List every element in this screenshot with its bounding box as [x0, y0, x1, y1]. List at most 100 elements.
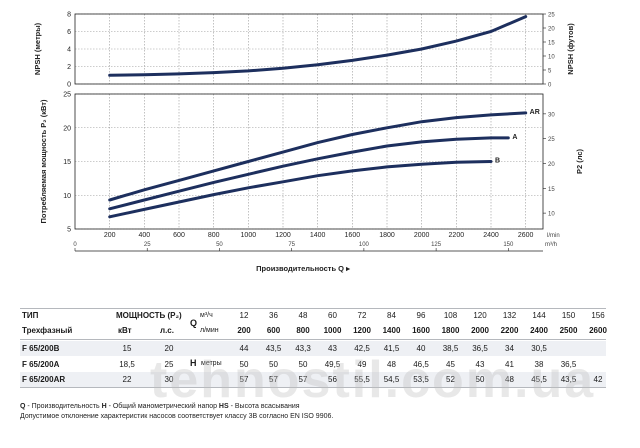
head-cell: 44 — [239, 344, 249, 353]
x2-tick-label: 25 — [144, 242, 151, 248]
plot-frame — [74, 13, 544, 85]
y2-tick-label: 10 — [548, 212, 555, 218]
q-m3-cell: 132 — [502, 311, 517, 320]
q-l-cell: 2200 — [500, 326, 519, 335]
x-unit-label: l/min — [547, 233, 560, 239]
series-label-a: A — [512, 134, 517, 141]
head-cell: 50 — [239, 360, 249, 369]
head-cell: 50 — [298, 360, 308, 369]
head-cell: 49 — [357, 360, 367, 369]
power-header: МОЩНОСТЬ (P₂) — [116, 311, 182, 320]
head-cell: 43 — [475, 360, 485, 369]
q-m3-cell: 36 — [269, 311, 278, 320]
head-cell: 53,5 — [413, 375, 429, 384]
tolerance-note: Допустимое отклонение характеристик насо… — [20, 413, 334, 420]
y2-tick-label: 20 — [548, 27, 555, 33]
q-m3-cell: 96 — [416, 311, 426, 320]
head-cell: 40 — [416, 344, 426, 353]
type-header: ТИП — [22, 311, 39, 320]
q-m3-cell: 120 — [473, 311, 487, 320]
head-cell: 57 — [239, 375, 249, 384]
x-tick-label: 200 — [104, 232, 116, 239]
model-name: F 65/200A — [22, 360, 60, 369]
q-unit-l: л/мин — [200, 327, 219, 334]
y2-tick-label: 25 — [548, 13, 555, 19]
y2-tick-label: 0 — [548, 83, 552, 89]
x-tick-label: 1000 — [241, 232, 257, 239]
head-cell: 42 — [593, 375, 603, 384]
head-cell: 43 — [328, 344, 337, 353]
note-q-text: - Производительность — [25, 403, 102, 410]
q-l-cell: 2500 — [559, 326, 578, 335]
x-tick-label: 2000 — [414, 232, 430, 239]
y2-tick-label: 25 — [548, 137, 555, 143]
head-cell: 46,5 — [413, 360, 429, 369]
x2-tick-label: 50 — [216, 242, 223, 248]
model-name: F 65/200AR — [22, 375, 66, 384]
y-axis-title: Потребляемая мощность P₂ (кВт) — [39, 99, 48, 223]
q-unit-m3: м³/ч — [200, 312, 213, 319]
note-hs-key: HS — [218, 403, 229, 410]
y2-tick-label: 15 — [548, 41, 555, 47]
q-m3-cell: 84 — [387, 311, 396, 320]
x-tick-label: 800 — [208, 232, 220, 239]
q-l-cell: 1400 — [382, 326, 401, 335]
y-tick-label: 2 — [67, 64, 71, 71]
x2-unit-label: m³/h — [545, 242, 557, 248]
y2-axis-title: P2 (лс) — [575, 148, 584, 174]
x-tick-label: 2400 — [483, 232, 499, 239]
q-l-cell: 2600 — [589, 326, 607, 335]
y-tick-label: 6 — [67, 29, 71, 36]
head-cell: 34 — [505, 344, 514, 353]
h-unit: метры — [201, 360, 222, 367]
power-chart: 5 10 15 20 25 10 15 20 25 30 Потребляемая мощность… — [39, 92, 584, 234]
note-hs-text: - Высота всасывания — [228, 403, 300, 410]
q-l-cell: 1800 — [441, 326, 460, 335]
q-l-cell: 1600 — [412, 326, 430, 335]
y2-tick-label: 20 — [548, 162, 555, 168]
x2-tick-label: 150 — [503, 242, 514, 248]
plot-frame — [74, 93, 544, 230]
q-m3-cell: 156 — [591, 311, 605, 320]
y2-tick-label: 15 — [548, 187, 555, 193]
x-tick-label: 1200 — [275, 232, 291, 239]
x2-tick-label: 0 — [73, 242, 77, 248]
x-tick-label: 400 — [138, 232, 150, 239]
head-cell: 45 — [446, 360, 455, 369]
y-tick-label: 0 — [67, 82, 71, 89]
power-curve-a — [108, 136, 510, 211]
head-cell: 57 — [298, 375, 308, 384]
x2-tick-label: 125 — [431, 242, 442, 248]
power-kw-cell: 22 — [122, 375, 132, 384]
head-cell: 56 — [328, 375, 337, 384]
kw-header: кВт — [118, 326, 132, 335]
q-m3-cell: 60 — [328, 311, 337, 320]
y-axis-title: NPSH (метры) — [33, 22, 42, 75]
power-kw-cell: 15 — [122, 344, 132, 353]
head-cell: 54,5 — [383, 375, 400, 384]
y2-tick-label: 10 — [548, 55, 555, 61]
power-hp-cell: 25 — [164, 360, 174, 369]
type-subheader: Трехфазный — [22, 326, 73, 335]
power-hp-cell: 30 — [164, 375, 174, 384]
head-cell: 49,5 — [324, 360, 341, 369]
head-cell: 57 — [269, 375, 278, 384]
head-cell: 55,5 — [354, 375, 370, 384]
q-m3-cell: 108 — [443, 311, 458, 320]
head-cell: 38,5 — [442, 344, 459, 353]
h-label: H — [190, 358, 197, 368]
q-l-cell: 200 — [237, 326, 251, 335]
head-cell: 50 — [475, 375, 485, 384]
model-name: F 65/200B — [22, 344, 60, 353]
table-rule — [20, 308, 606, 309]
head-cell: 43,5 — [265, 344, 282, 353]
table-rule — [20, 387, 606, 388]
x-tick-label: 1600 — [345, 232, 361, 239]
power-curve-b — [108, 160, 493, 219]
head-cell: 30,5 — [531, 344, 547, 353]
q-label: Q — [190, 318, 198, 328]
q-l-cell: 800 — [296, 326, 310, 335]
power-curve-ar — [108, 111, 528, 202]
hp-header: л.с. — [160, 326, 174, 335]
q-l-cell: 1200 — [353, 326, 371, 335]
